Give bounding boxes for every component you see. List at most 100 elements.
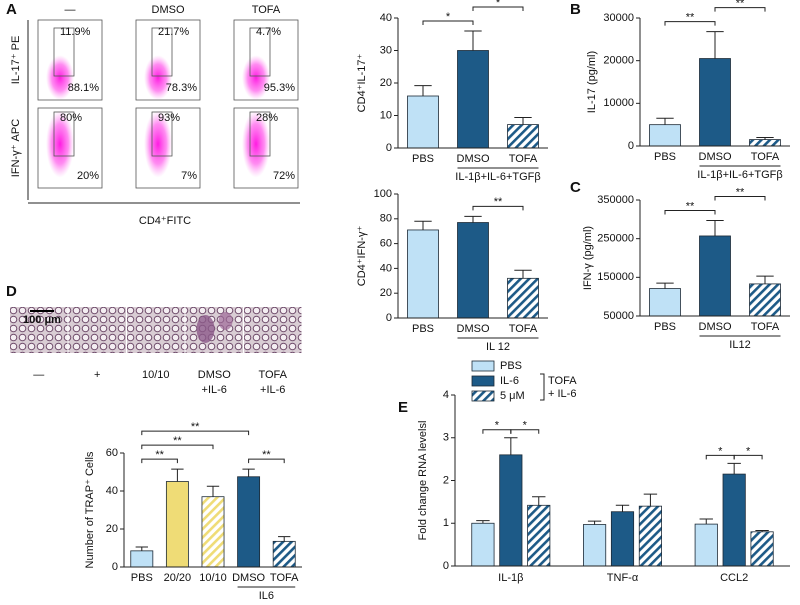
bar: [638, 505, 662, 567]
x-tick-label: TOFA: [751, 321, 780, 333]
significance-label: **: [262, 449, 271, 461]
error-bar: [504, 437, 518, 455]
y-tick-label: 20: [380, 287, 392, 299]
micrograph: [10, 307, 68, 353]
bar: [165, 481, 189, 568]
y-tick-label: 10: [380, 109, 392, 121]
micrograph-label: +IL-6: [202, 384, 227, 396]
significance-bracket: [141, 458, 178, 464]
significance-label: *: [446, 11, 451, 23]
bar: [649, 288, 681, 317]
significance-label: **: [173, 435, 182, 447]
bar: [722, 473, 746, 567]
flow-row-label: IFN-γ⁺ APC: [10, 119, 22, 177]
bar: [407, 95, 439, 149]
micrograph-label: —: [33, 369, 44, 381]
legend-note: + IL-6: [548, 388, 576, 400]
gate-percent: 72%: [273, 170, 295, 182]
y-tick-label: 30: [380, 44, 392, 56]
error-bar: [699, 518, 713, 525]
error-bar: [643, 493, 658, 507]
y-tick-label: 0: [628, 140, 634, 152]
gate-percent: 28%: [256, 112, 278, 124]
micrograph-label: 10/10: [142, 369, 170, 381]
bar: [130, 550, 154, 568]
significance-bracket: [472, 6, 524, 11]
y-axis-label: IFN-γ (pg/ml): [582, 226, 594, 290]
y-tick-label: 0: [112, 561, 118, 573]
error-bar: [756, 136, 774, 140]
gate-percent: 20%: [77, 170, 99, 182]
bar: [507, 124, 539, 149]
legend-swatch: [471, 375, 495, 387]
error-bar: [706, 219, 724, 236]
y-tick-label: 10000: [603, 97, 634, 109]
y-axis-label: Fold change RNA levelsl: [417, 421, 429, 541]
significance-bracket: [141, 444, 214, 450]
x-tick-label: PBS: [412, 153, 434, 165]
gate-percent: 7%: [181, 170, 197, 182]
flow-column-label: —: [65, 4, 76, 16]
error-bar: [206, 485, 220, 497]
x-tick-label: DMSO: [232, 572, 265, 584]
error-bar: [514, 269, 532, 279]
panel-label: A: [6, 1, 17, 18]
y-axis-label: CD4⁺IFN-γ⁺: [356, 226, 368, 287]
significance-bracket: [714, 195, 766, 201]
x-tick-label: TOFA: [509, 153, 538, 165]
error-bar: [727, 462, 741, 475]
flow-gate: [249, 27, 271, 77]
y-tick-label: 20000: [603, 55, 634, 67]
x-tick-label: PBS: [654, 321, 676, 333]
panel-label: E: [398, 399, 408, 416]
x-tick-label: DMSO: [699, 321, 732, 333]
bar: [610, 511, 635, 567]
y-tick-label: 40: [380, 262, 392, 274]
y-tick-label: 40: [380, 12, 392, 24]
panel-label: B: [570, 1, 581, 18]
gate-percent: 4.7%: [256, 26, 281, 38]
flow-cloud: [144, 55, 172, 100]
error-bar: [171, 468, 184, 482]
bar: [201, 496, 225, 568]
significance-bracket: [664, 209, 716, 215]
significance-label: *: [495, 420, 500, 432]
flow-x-label: CD4⁺FITC: [139, 215, 191, 227]
x-tick-label: IL-1β: [498, 572, 523, 584]
bar: [527, 504, 551, 567]
legend-label: 5 μM: [500, 390, 525, 402]
bar: [694, 523, 718, 567]
x-tick-label: TOFA: [751, 151, 780, 163]
flow-column-label: DMSO: [152, 4, 185, 16]
panel-label: C: [570, 179, 581, 196]
error-bar: [414, 85, 432, 96]
error-bar: [656, 117, 674, 125]
micrograph: [68, 307, 126, 353]
flow-column-label: TOFA: [252, 4, 281, 16]
significance-label: **: [686, 12, 695, 24]
y-tick-label: 250000: [597, 233, 634, 245]
flow-gate: [151, 27, 173, 77]
significance-label: **: [494, 196, 503, 208]
error-bar: [615, 504, 630, 512]
bar: [407, 229, 439, 319]
significance-bracket: [422, 20, 474, 25]
legend-swatch: [471, 360, 495, 372]
y-tick-label: 350000: [597, 194, 634, 206]
bar: [649, 124, 681, 147]
osteoclast: [196, 315, 215, 343]
y-axis-label: CD4⁺IL-17⁺: [356, 53, 368, 112]
bar: [272, 540, 296, 568]
bar: [499, 454, 523, 567]
bar: [699, 58, 731, 147]
significance-label: *: [718, 445, 723, 457]
flow-cloud: [46, 110, 74, 178]
x-tick-label: PBS: [654, 151, 676, 163]
group-label: IL-1β+IL-6+TGFβ: [455, 171, 540, 183]
error-bar: [135, 546, 148, 551]
error-bar: [514, 116, 532, 125]
osteoclast: [218, 312, 233, 330]
micrograph: [127, 307, 185, 353]
bar: [699, 235, 731, 317]
y-tick-label: 60: [380, 238, 392, 250]
